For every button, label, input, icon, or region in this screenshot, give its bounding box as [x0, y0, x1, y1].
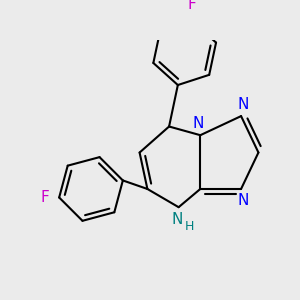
- Text: F: F: [187, 0, 196, 12]
- Text: N: N: [237, 97, 248, 112]
- Text: N: N: [237, 193, 248, 208]
- Text: F: F: [40, 190, 49, 205]
- Text: H: H: [185, 220, 195, 233]
- Text: N: N: [171, 212, 183, 227]
- Text: N: N: [193, 116, 204, 131]
